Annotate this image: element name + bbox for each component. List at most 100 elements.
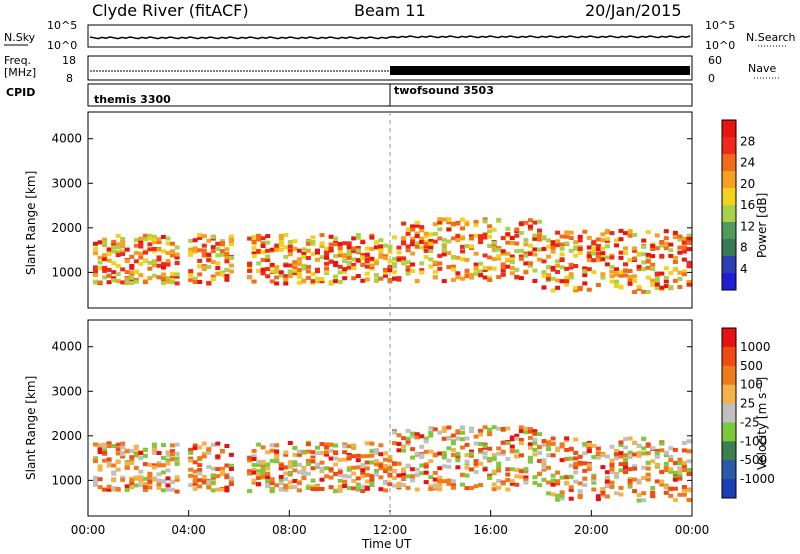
heatmap-cell: [500, 426, 506, 431]
heatmap-cell: [360, 463, 366, 468]
heatmap-cell: [505, 478, 511, 482]
heatmap-cell: [197, 445, 203, 450]
heatmap-cell: [577, 234, 583, 239]
heatmap-cell: [355, 453, 361, 458]
heatmap-cell: [274, 454, 280, 459]
heatmap-cell: [410, 242, 416, 247]
heatmap-cell: [93, 475, 98, 480]
heatmap-cell: [102, 243, 108, 247]
heatmap-cell: [115, 233, 121, 238]
heatmap-cell: [383, 243, 388, 248]
heatmap-cell: [441, 429, 447, 433]
heatmap-cell: [559, 475, 565, 480]
heatmap-cell: [491, 227, 497, 232]
heatmap-cell: [138, 261, 144, 266]
heatmap-cell: [224, 488, 230, 493]
heatmap-cell: [333, 279, 339, 284]
heatmap-cell: [423, 462, 429, 467]
heatmap-cell: [595, 446, 601, 451]
heatmap-cell: [156, 263, 162, 268]
heatmap-cell: [151, 463, 157, 468]
heatmap-cell: [120, 280, 126, 285]
heatmap-cell: [632, 279, 638, 283]
heatmap-cell: [623, 246, 628, 251]
heatmap-cell: [437, 475, 443, 480]
heatmap-cell: [265, 475, 271, 480]
heatmap-cell: [537, 228, 542, 233]
heatmap-cell: [686, 449, 692, 454]
heatmap-cell: [681, 441, 687, 445]
heatmap-cell: [573, 450, 579, 455]
heatmap-cell: [170, 443, 175, 448]
heatmap-cell: [215, 441, 221, 446]
heatmap-cell: [342, 474, 348, 479]
heatmap-cell: [292, 268, 298, 273]
heatmap-cell: [419, 270, 425, 275]
heatmap-cell: [668, 455, 674, 459]
heatmap-cell: [650, 459, 656, 464]
heatmap-cell: [310, 272, 316, 277]
heatmap-cell: [115, 451, 121, 456]
heatmap-cell: [305, 241, 311, 246]
heatmap-cell: [460, 473, 465, 478]
heatmap-cell: [546, 446, 551, 451]
heatmap-cell: [342, 267, 348, 272]
heatmap-cell: [591, 251, 597, 256]
heatmap-cell: [645, 442, 651, 447]
heatmap-cell: [568, 230, 574, 235]
heatmap-cell: [292, 271, 298, 276]
heatmap-cell: [500, 249, 506, 254]
heatmap-cell: [473, 470, 479, 474]
colorbar-tick-label: 28: [740, 134, 755, 148]
heatmap-cell: [537, 444, 542, 449]
heatmap-cell: [532, 252, 538, 257]
heatmap-cell: [681, 488, 687, 493]
ytick-label: 2000: [51, 221, 82, 235]
heatmap-cell: [120, 445, 126, 450]
heatmap-cell: [287, 240, 293, 244]
heatmap-cell: [120, 441, 126, 446]
heatmap-cell: [527, 243, 533, 248]
heatmap-cell: [296, 272, 302, 276]
heatmap-cell: [165, 487, 171, 492]
heatmap-cell: [491, 487, 497, 492]
heatmap-cell: [464, 257, 470, 262]
heatmap-cell: [663, 229, 669, 234]
xtick-label: 00:00: [675, 523, 710, 537]
heatmap-cell: [115, 279, 121, 284]
heatmap-cell: [133, 279, 139, 284]
heatmap-cell: [274, 269, 280, 274]
heatmap-cell: [106, 463, 112, 468]
heatmap-cell: [623, 462, 628, 466]
heatmap-cell: [677, 469, 683, 474]
heatmap-cell: [174, 451, 180, 456]
heatmap-cell: [197, 478, 203, 483]
heatmap-cell: [672, 461, 678, 466]
heatmap-cell: [224, 247, 230, 252]
heatmap-cell: [310, 478, 316, 483]
heatmap-cell: [478, 269, 484, 274]
frequency-panel: Freq. [MHz] 18 8 60 0 Nave: [4, 54, 780, 85]
heatmap-cell: [97, 260, 103, 265]
heatmap-cell: [97, 477, 103, 482]
heatmap-cell: [346, 255, 352, 260]
heatmap-cell: [505, 426, 511, 431]
heatmap-cell: [523, 220, 529, 225]
heatmap-cell: [414, 220, 420, 225]
heatmap-cell: [324, 249, 330, 254]
heatmap-cell: [364, 486, 370, 491]
heatmap-cell: [609, 265, 615, 269]
heatmap-cell: [568, 236, 574, 240]
heatmap-cell: [287, 269, 293, 274]
heatmap-cell: [532, 452, 538, 457]
heatmap-cell: [315, 484, 320, 489]
heatmap-cell: [668, 446, 674, 451]
heatmap-cell: [668, 467, 674, 472]
heatmap-cell: [133, 243, 139, 248]
heatmap-cell: [401, 256, 407, 261]
heatmap-cell: [677, 276, 683, 281]
heatmap-cell: [278, 475, 284, 479]
heatmap-cell: [328, 234, 334, 239]
heatmap-cell: [564, 241, 570, 246]
heatmap-cell: [455, 238, 461, 243]
